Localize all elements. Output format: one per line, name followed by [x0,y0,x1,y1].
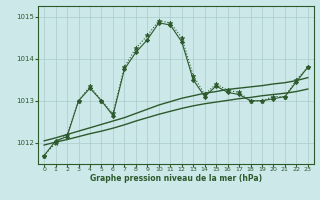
X-axis label: Graphe pression niveau de la mer (hPa): Graphe pression niveau de la mer (hPa) [90,174,262,183]
